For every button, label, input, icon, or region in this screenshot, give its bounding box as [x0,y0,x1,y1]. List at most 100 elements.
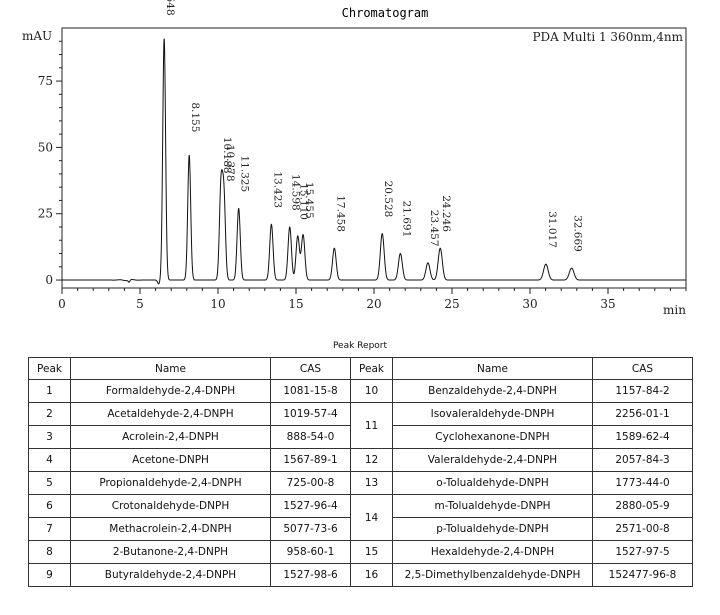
peak-label: 10.188 [221,137,233,174]
peak-number: 16 [350,563,393,587]
peak-label: 23.457 [428,210,440,247]
header-cas: CAS [270,357,351,380]
peak-number: 9 [28,563,71,587]
cas-number: 2571-00-8 [592,517,693,541]
axis-ticks: 0 5 10 15 20 25 30 35 0 25 50 75 [38,40,687,311]
y-tick-label: 50 [38,140,53,154]
compound-name: Valeraldehyde-2,4-DNPH [392,448,593,472]
compound-name: m-Tolualdehyde-DNPH [392,494,593,518]
cas-number: 1567-89-1 [270,448,351,472]
peak-number: 2 [28,402,71,426]
y-axis-label: mAU [22,29,52,43]
detector-label: PDA Multi 1 360nm,4nm [532,30,683,44]
cas-number: 958-60-1 [270,540,351,564]
y-tick-label: 75 [38,74,53,88]
header-name: Name [70,357,271,380]
cas-number: 1589-62-4 [592,425,693,449]
cas-number: 1527-97-5 [592,540,693,564]
peak-number: 14 [350,494,393,541]
y-tick-label: 25 [38,207,53,221]
compound-name: Butyraldehyde-2,4-DNPH [70,563,271,587]
peak-label: 20.528 [382,181,394,218]
header-name-right: Name [392,357,593,380]
x-tick-label: 25 [444,297,459,311]
peak-label: 13.423 [271,171,283,208]
cas-number: 1157-84-2 [592,379,693,403]
chromatogram-svg: Chromatogram mAU min PDA Multi 1 360nm,4… [22,0,687,317]
table-row: 6 Crotonaldehyde-DNPH 1527-96-4 14 m-Tol… [28,494,693,541]
compound-name: 2,5-Dimethylbenzaldehyde-DNPH [392,563,593,587]
table-row: 8 2-Butanone-2,4-DNPH 958-60-1 15 Hexald… [28,540,693,564]
compound-name: Hexaldehyde-2,4-DNPH [392,540,593,564]
compound-name: Crotonaldehyde-DNPH [70,494,271,518]
peak-number: 11 [350,402,393,449]
compound-name: Cyclohexanone-DNPH [392,425,593,449]
peak-number: 5 [28,471,71,495]
x-tick-label: 15 [288,297,303,311]
chromatogram-trace [62,38,686,285]
table-row: 3 Acrolein-2,4-DNPH 888-54-0 Cyclohexano… [28,425,693,449]
compound-name: Isovaleraldehyde-DNPH [392,402,593,426]
cas-number: 5077-73-6 [270,517,351,541]
table-row: 1 Formaldehyde-2,4-DNPH 1081-15-8 10 Ben… [28,379,693,403]
chart-title: Chromatogram [342,6,429,20]
table-row: 9 Butyraldehyde-2,4-DNPH 1527-98-6 16 2,… [28,563,693,587]
peak-number: 10 [350,379,393,403]
peak-report-table: Peak Name CAS Peak Name CAS 1 Formaldehy… [28,357,693,587]
compound-name: Benzaldehyde-2,4-DNPH [392,379,593,403]
peak-number: 12 [350,448,393,472]
y-tick-label: 0 [45,273,53,287]
report-title: Peak Report [332,341,388,351]
table-row: 7 Methacrolein-2,4-DNPH 5077-73-6 p-Tolu… [28,517,693,541]
header-peak: Peak [28,357,71,380]
plot-frame [61,27,687,289]
x-tick-label: 30 [522,297,537,311]
peak-number: 7 [28,517,71,541]
peak-label: 11.325 [239,155,251,192]
compound-name: Acetaldehyde-2,4-DNPH [70,402,271,426]
peak-number: 4 [28,448,71,472]
cas-number: 725-00-8 [270,471,351,495]
x-tick-label: 0 [58,297,66,311]
peak-label: 32.669 [572,215,584,252]
compound-name: Methacrolein-2,4-DNPH [70,517,271,541]
peak-label: 10.378 [224,145,236,182]
cas-number: 1527-96-4 [270,494,351,518]
peak-number: 13 [350,471,393,495]
cas-number: 1081-15-8 [270,379,351,403]
compound-name: Acetone-DNPH [70,448,271,472]
peak-number: 6 [28,494,71,518]
cas-number: 1019-57-4 [270,402,351,426]
peak-number: 1 [28,379,71,403]
peak-label: 24.246 [440,195,452,232]
x-axis-label: min [663,303,686,317]
peak-label: 21.691 [400,201,412,238]
cas-number: 1527-98-6 [270,563,351,587]
peak-label: 6.548 [164,0,176,16]
peak-label: 15.110 [298,183,310,220]
table-row: 4 Acetone-DNPH 1567-89-1 12 Valeraldehyd… [28,448,693,472]
x-tick-label: 35 [600,297,615,311]
compound-name: p-Tolualdehyde-DNPH [392,517,593,541]
table-header-row: Peak Name CAS Peak Name CAS [28,357,693,380]
header-peak-right: Peak [350,357,393,380]
cas-number: 2057-84-3 [592,448,693,472]
compound-name: 2-Butanone-2,4-DNPH [70,540,271,564]
x-tick-label: 20 [366,297,381,311]
chromatogram-chart: Chromatogram mAU min PDA Multi 1 360nm,4… [22,0,687,317]
table-row: 2 Acetaldehyde-2,4-DNPH 1019-57-4 11 Iso… [28,402,693,449]
compound-name: o-Tolualdehyde-DNPH [392,471,593,495]
peak-number: 3 [28,425,71,449]
header-cas-right: CAS [592,357,693,380]
table-row: 5 Propionaldehyde-2,4-DNPH 725-00-8 13 o… [28,471,693,495]
compound-name: Propionaldehyde-2,4-DNPH [70,471,271,495]
cas-number: 2256-01-1 [592,402,693,426]
compound-name: Acrolein-2,4-DNPH [70,425,271,449]
cas-number: 888-54-0 [270,425,351,449]
peak-number: 15 [350,540,393,564]
peak-label: 17.458 [334,195,346,232]
compound-name: Formaldehyde-2,4-DNPH [70,379,271,403]
peak-label: 31.017 [546,211,558,248]
cas-number: 152477-96-8 [592,563,693,587]
